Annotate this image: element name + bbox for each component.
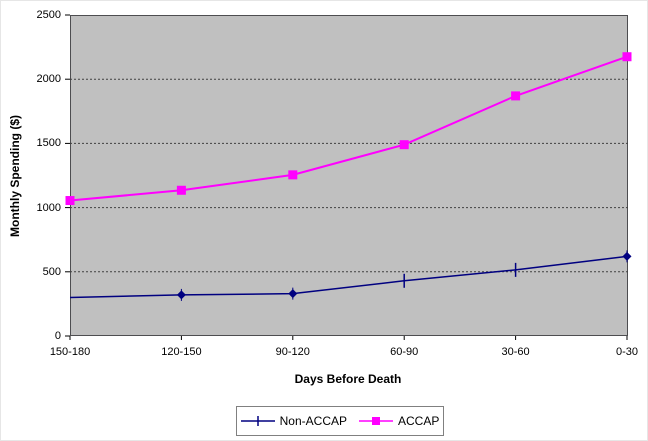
y-tick-label: 500 [42,265,61,278]
accap-line-marker-icon [359,414,393,428]
data-point-square [511,91,521,101]
y-tick-label: 0 [54,330,61,342]
data-point-square [622,52,632,62]
legend-label-non-accap: Non-ACCAP [279,414,347,428]
x-tick-label: 90-120 [275,346,310,358]
plot-svg [65,14,632,340]
y-tick-label: 1000 [36,201,61,214]
data-point-square [288,170,298,180]
x-tick-label: 150-180 [49,346,91,358]
y-tick-label: 2000 [36,73,61,86]
data-point-square [176,185,186,195]
y-tick-label: 2500 [36,9,61,21]
data-point-diamond [622,251,632,261]
y-tick-label: 1500 [36,137,61,150]
x-tick-label: 0-30 [615,346,639,358]
legend-entry-accap: ACCAP [359,414,439,428]
x-axis-title: Days Before Death [294,372,402,386]
data-point-diamond [288,289,298,299]
non-accap-line-marker-icon [240,414,275,428]
x-tick-label: 60-90 [390,346,419,358]
series-line-non-accap [69,255,628,299]
series-line-accap [69,55,628,202]
legend-label-accap: ACCAP [398,414,440,428]
plot-area [70,15,628,336]
data-point-square [399,140,409,150]
y-axis-title: Monthly Spending ($) [8,115,22,237]
x-tick-label: 30-60 [501,346,530,358]
data-point-square [65,196,75,206]
x-tick-label: 120-150 [161,346,202,358]
legend: Non-ACCAP ACCAP [236,406,444,436]
data-point-diamond [176,290,186,300]
legend-entry-non-accap: Non-ACCAP [240,414,347,428]
